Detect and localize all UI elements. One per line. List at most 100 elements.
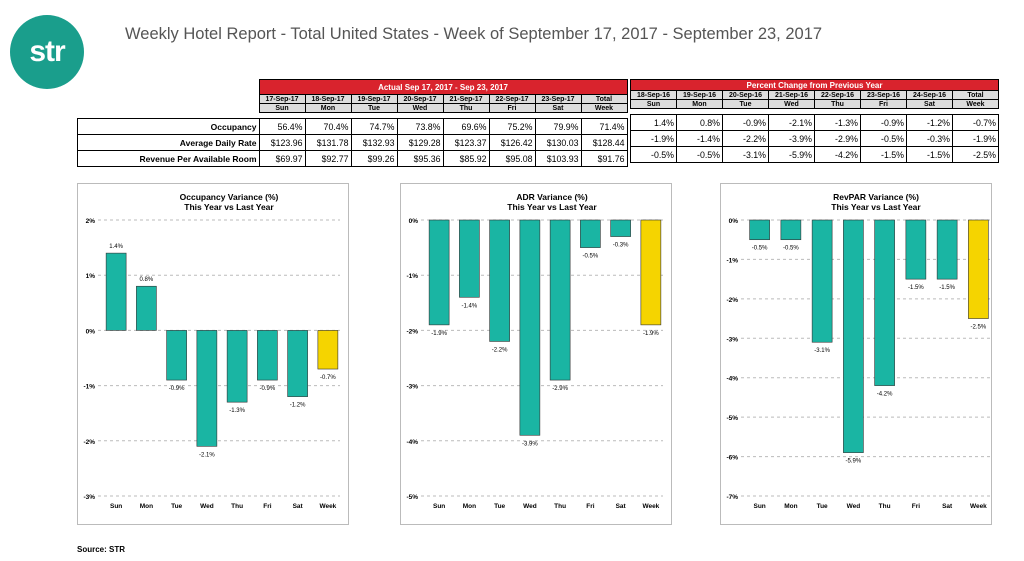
y-tick-label: -5% — [406, 494, 418, 501]
page-title: Weekly Hotel Report - Total United State… — [125, 25, 823, 43]
cell: -0.5% — [630, 146, 677, 163]
data-label: -0.5% — [752, 246, 768, 252]
table-row: Revenue Per Available Room $69.97 $92.77 $9… — [77, 150, 628, 167]
row-label: Occupancy — [77, 118, 260, 135]
y-tick-label: 1% — [86, 273, 96, 280]
cell: -0.9% — [722, 114, 769, 131]
day-header: Wed — [768, 99, 815, 109]
bar — [843, 219, 864, 453]
x-tick-label: Sun — [433, 503, 445, 510]
y-tick-label: -6% — [726, 455, 738, 462]
day-header: Week — [952, 99, 999, 109]
cell: $85.92 — [442, 150, 490, 167]
data-label: -0.5% — [783, 246, 799, 252]
cell: $92.77 — [304, 150, 352, 167]
y-tick-label: -2% — [726, 297, 738, 304]
y-tick-label: -4% — [726, 376, 738, 383]
table-row: Occupancy 56.4% 70.4% 74.7% 73.8% 69.6% 75.2% 7… — [77, 118, 628, 135]
cell: 70.4% — [304, 118, 352, 135]
cell: -2.2% — [722, 130, 769, 147]
y-tick-label: -2% — [83, 439, 95, 446]
x-tick-label: Sun — [753, 503, 765, 510]
data-label: -1.9% — [431, 331, 447, 337]
day-header: Wed — [396, 103, 444, 113]
chart-title: Occupancy Variance (%) — [180, 192, 279, 202]
date-header: 20-Sep-16 — [722, 90, 769, 100]
cell: $129.28 — [396, 134, 444, 151]
data-label: -5.9% — [846, 459, 862, 465]
change-table: Percent Change from Previous Year 18-Sep-… — [630, 79, 999, 163]
data-label: -0.3% — [613, 243, 629, 249]
cell: $69.97 — [258, 150, 306, 167]
cell: -1.4% — [676, 130, 723, 147]
y-tick-label: -3% — [406, 384, 418, 391]
bar — [257, 330, 278, 381]
day-header: Thu — [814, 99, 861, 109]
data-label: -0.9% — [169, 386, 185, 392]
adr-chart: ADR Variance (%) This Year vs Last Year 0%… — [400, 183, 672, 525]
bar — [968, 219, 989, 319]
date-header: 19-Sep-17 — [350, 94, 398, 104]
data-label: -2.1% — [199, 452, 215, 458]
date-header: 23-Sep-17 — [534, 94, 582, 104]
x-tick-label: Thu — [879, 503, 891, 510]
cell: $99.26 — [350, 150, 398, 167]
bar — [317, 330, 339, 370]
cell: $91.76 — [580, 150, 628, 167]
date-header: 18-Sep-16 — [630, 90, 677, 100]
y-tick-label: -1% — [83, 384, 95, 391]
data-label: -1.3% — [229, 408, 245, 414]
bar — [905, 219, 927, 280]
cell: -1.3% — [814, 114, 861, 131]
day-header: Sun — [258, 103, 306, 113]
data-label: -1.9% — [643, 331, 659, 337]
row-label: Revenue Per Available Room — [77, 150, 260, 167]
cell: $123.96 — [258, 134, 306, 151]
cell: -2.1% — [768, 114, 815, 131]
date-header: 19-Sep-16 — [676, 90, 723, 100]
y-tick-label: -3% — [726, 336, 738, 343]
bar — [610, 219, 631, 237]
cell: -0.3% — [906, 130, 953, 147]
section-header: Percent Change from Previous Year — [630, 79, 999, 91]
x-tick-label: Week — [319, 503, 336, 510]
x-tick-label: Mon — [784, 503, 797, 510]
x-tick-label: Wed — [200, 503, 214, 510]
x-tick-label: Mon — [140, 503, 153, 510]
cell: $95.08 — [488, 150, 536, 167]
table-row: 1.4% 0.8% -0.9% -2.1% -1.3% -0.9% -1.2% -0.7% — [630, 114, 999, 131]
data-label: -1.5% — [939, 285, 955, 291]
cell: 73.8% — [396, 118, 444, 135]
cell: -3.9% — [768, 130, 815, 147]
data-label: -0.7% — [320, 375, 336, 381]
y-tick-label: 0% — [729, 218, 739, 225]
cell: $131.78 — [304, 134, 352, 151]
date-header: 21-Sep-16 — [768, 90, 815, 100]
bar — [749, 219, 770, 241]
bar — [287, 330, 308, 397]
date-header: 20-Sep-17 — [396, 94, 444, 104]
day-header: Fri — [860, 99, 907, 109]
data-label: -4.2% — [877, 392, 893, 398]
bar — [136, 285, 157, 331]
chart-subtitle: This Year vs Last Year — [507, 202, 597, 212]
cell: -3.1% — [722, 146, 769, 163]
bar — [580, 219, 601, 248]
cell: $126.42 — [488, 134, 536, 151]
bar — [549, 219, 571, 381]
bar — [459, 219, 480, 298]
bar — [166, 330, 187, 381]
cell: -0.9% — [860, 114, 907, 131]
date-header: 22-Sep-17 — [488, 94, 536, 104]
cell: -2.5% — [952, 146, 999, 163]
cell: -0.5% — [860, 130, 907, 147]
y-tick-label: 0% — [409, 218, 419, 225]
y-tick-label: -5% — [726, 415, 738, 422]
x-tick-label: Sat — [293, 503, 304, 510]
cell: 56.4% — [258, 118, 306, 135]
x-tick-label: Sat — [616, 503, 627, 510]
day-header: Thu — [442, 103, 490, 113]
data-label: 0.8% — [140, 277, 154, 283]
cell: 1.4% — [630, 114, 677, 131]
day-header: Tue — [350, 103, 398, 113]
